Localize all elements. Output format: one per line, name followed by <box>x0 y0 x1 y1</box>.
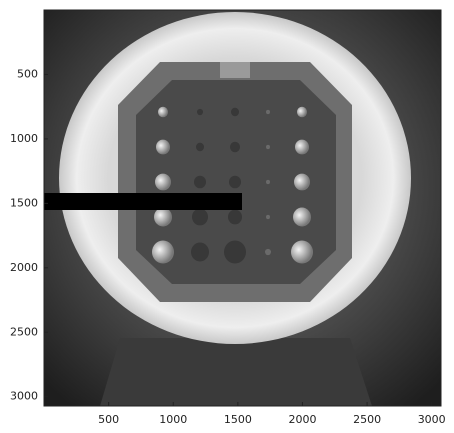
insert <box>266 180 270 184</box>
insert <box>266 215 270 219</box>
chart: 500 1000 1500 2000 2500 3000 500 1000 1500 2000 25… <box>0 0 454 433</box>
insert <box>228 210 242 225</box>
insert <box>231 108 239 116</box>
insert <box>291 240 313 263</box>
phantom-notch <box>220 62 250 78</box>
x-tick-label: 2500 <box>353 413 381 426</box>
x-tick-label: 1000 <box>159 413 187 426</box>
insert <box>192 209 208 226</box>
insert <box>196 143 204 151</box>
y-tick-label: 1000 <box>10 132 38 145</box>
insert <box>191 243 209 262</box>
insert <box>293 208 311 227</box>
stand <box>100 338 372 406</box>
insert <box>265 249 271 255</box>
insert <box>266 145 270 149</box>
x-tick-label: 1500 <box>224 413 252 426</box>
y-tick-label: 1500 <box>10 196 38 209</box>
insert <box>224 240 246 263</box>
image <box>44 10 441 406</box>
insert <box>154 208 172 227</box>
y-tick-label: 2500 <box>10 325 38 338</box>
x-tick-label: 3000 <box>418 413 446 426</box>
insert <box>197 109 203 115</box>
x-tick-label: 2000 <box>288 413 316 426</box>
x-tick-label: 500 <box>98 413 119 426</box>
y-tick-label: 500 <box>17 67 38 80</box>
insert <box>295 140 309 155</box>
y-tick-label: 2000 <box>10 261 38 274</box>
insert <box>230 142 240 153</box>
insert <box>297 107 307 118</box>
insert <box>229 176 241 189</box>
page: {"chart_data": {"type": "image", "xlim":… <box>0 0 454 433</box>
insert <box>152 240 174 263</box>
occluder-bar <box>44 193 242 210</box>
insert <box>158 107 168 118</box>
insert <box>194 176 206 189</box>
insert <box>156 140 170 155</box>
y-tick-label: 3000 <box>10 390 38 403</box>
insert <box>294 174 310 191</box>
insert <box>155 174 171 191</box>
insert <box>266 110 270 114</box>
